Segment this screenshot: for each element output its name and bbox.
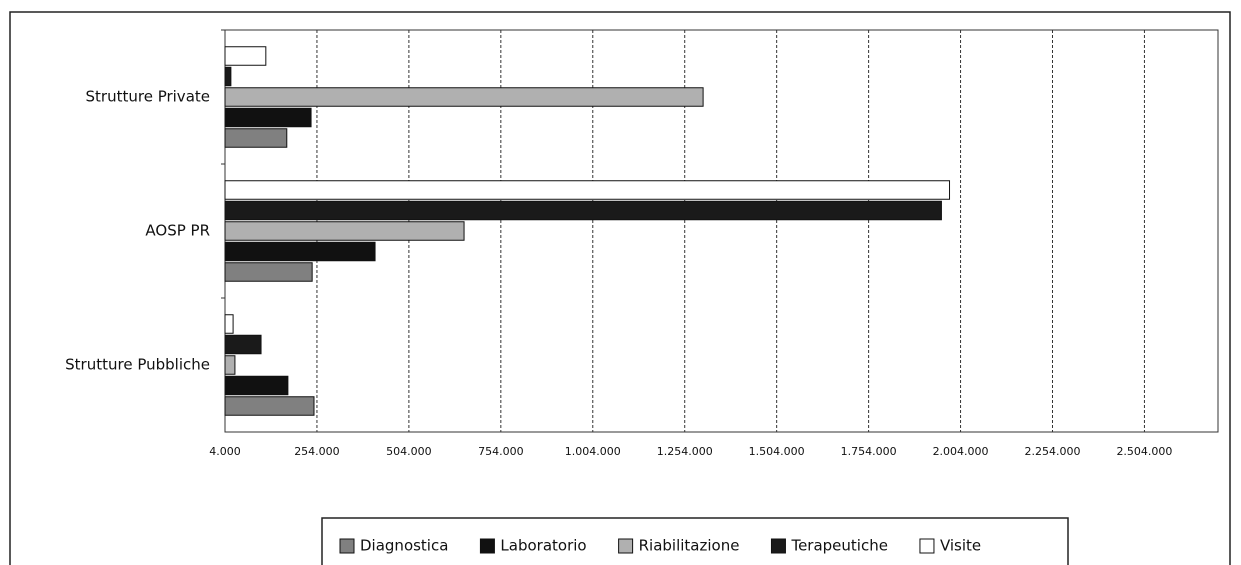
x-tick-label: 1.004.000 [565,445,621,458]
bar [224,66,232,87]
x-tick-label: 504.000 [386,445,432,458]
category-label: AOSP PR [145,222,210,240]
bar [224,128,288,148]
chart-frame [9,11,1231,565]
legend-label: Diagnostica [360,537,448,555]
x-tick-label: 1.254.000 [657,445,713,458]
x-tick-label: 4.000 [209,445,241,458]
legend-swatch [479,538,495,554]
bar [224,314,234,334]
bar [224,107,312,128]
x-tick-label: 2.504.000 [1116,445,1172,458]
x-tick-label: 254.000 [294,445,340,458]
bar [224,180,951,200]
x-tick-label: 2.254.000 [1025,445,1081,458]
legend-swatch [618,538,634,554]
x-tick-label: 1.504.000 [749,445,805,458]
bar [224,200,942,221]
x-tick-label: 2.004.000 [933,445,989,458]
x-tick-label: 1.754.000 [841,445,897,458]
bar [224,87,704,107]
bar [224,396,315,416]
category-label: Strutture Private [86,88,210,106]
legend-label: Laboratorio [500,537,586,555]
bar [224,46,267,66]
category-label: Strutture Pubbliche [65,356,210,374]
legend-swatch [770,538,786,554]
legend-swatch [339,538,355,554]
bar [224,375,289,396]
legend-label: Visite [940,537,981,555]
legend-label: Terapeutiche [790,537,888,555]
bar [224,241,376,262]
legend-label: Riabilitazione [639,537,740,555]
bar [224,262,313,282]
bar [224,221,465,241]
legend-swatch [919,538,935,554]
bar [224,334,262,355]
legend-box [321,517,1069,565]
bar [224,355,236,375]
x-tick-label: 754.000 [478,445,524,458]
